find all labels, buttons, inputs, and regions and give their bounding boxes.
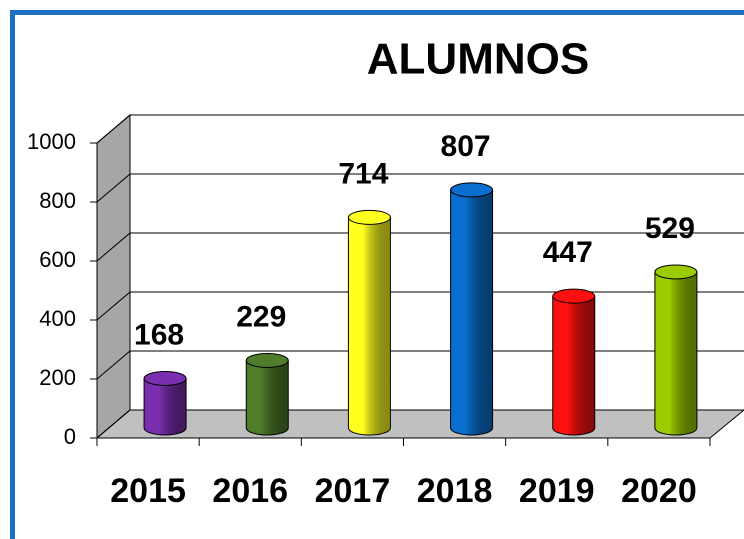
grid-line-side <box>96 114 131 144</box>
bar-top <box>143 370 187 386</box>
grid-line-side <box>96 409 131 439</box>
bar <box>143 377 187 436</box>
bar <box>450 189 494 436</box>
y-tick-label: 1000 <box>27 129 76 154</box>
frame-left <box>10 10 15 539</box>
x-tick-label: 2019 <box>519 472 595 510</box>
value-label: 447 <box>543 236 593 269</box>
bar <box>347 216 391 436</box>
x-tick-label: 2020 <box>621 472 697 510</box>
value-label: 807 <box>441 130 491 163</box>
value-label: 229 <box>236 300 286 333</box>
floor <box>95 409 744 439</box>
grid-line-side <box>96 173 131 203</box>
bar <box>552 295 596 436</box>
y-tick-label: 800 <box>39 188 76 213</box>
y-tick-label: 600 <box>39 247 76 272</box>
x-tick-label: 2015 <box>110 472 186 510</box>
grid-line-side <box>96 232 131 262</box>
value-label: 529 <box>645 212 695 245</box>
x-tick-label: 2016 <box>212 472 288 510</box>
side-wall <box>96 113 131 440</box>
bar-top <box>552 288 596 304</box>
bar-top <box>450 182 494 198</box>
bar-top <box>245 352 289 368</box>
grid-line-side <box>96 350 131 380</box>
bar-top <box>347 209 391 225</box>
y-tick-label: 400 <box>39 306 76 331</box>
chart-title: ALUMNOS <box>367 35 589 84</box>
grid-line-side <box>96 291 131 321</box>
value-label: 714 <box>338 157 388 190</box>
frame-top <box>10 10 744 15</box>
x-tick-label: 2017 <box>315 472 391 510</box>
bar <box>245 359 289 436</box>
x-tick-label: 2018 <box>417 472 493 510</box>
y-tick-label: 0 <box>64 424 76 449</box>
bar-top <box>654 264 698 280</box>
value-label: 168 <box>134 318 184 351</box>
bar <box>654 271 698 436</box>
y-tick-label: 200 <box>39 365 76 390</box>
